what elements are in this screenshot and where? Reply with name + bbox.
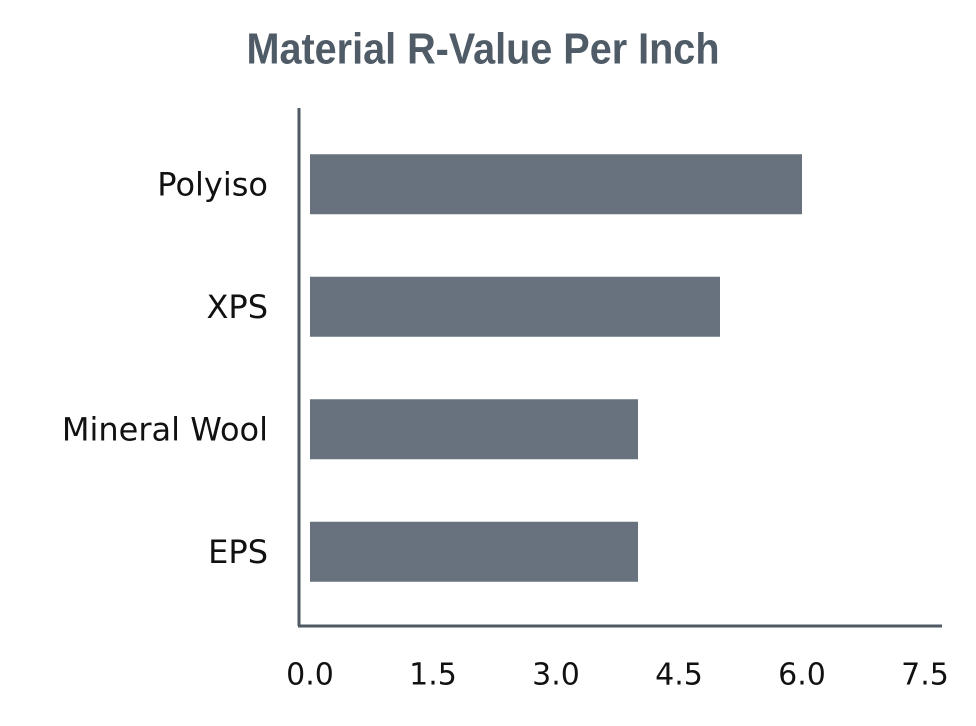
x-tick-label: 0.0 bbox=[286, 658, 334, 693]
bar bbox=[310, 154, 802, 215]
y-tick-label: Polyiso bbox=[157, 165, 268, 203]
bar bbox=[310, 276, 720, 337]
x-tick-label: 3.0 bbox=[532, 658, 580, 693]
bar bbox=[310, 521, 638, 582]
x-tick-label: 7.5 bbox=[901, 658, 949, 693]
x-tick-label: 6.0 bbox=[778, 658, 826, 693]
y-tick-label: EPS bbox=[208, 533, 268, 571]
y-tick-label: XPS bbox=[206, 288, 268, 326]
x-tick-label: 4.5 bbox=[655, 658, 703, 693]
y-tick-label: Mineral Wool bbox=[62, 410, 268, 448]
x-tick-label: 1.5 bbox=[409, 658, 457, 693]
bar bbox=[310, 399, 638, 460]
chart-title: Material R-Value Per Inch bbox=[246, 24, 719, 73]
